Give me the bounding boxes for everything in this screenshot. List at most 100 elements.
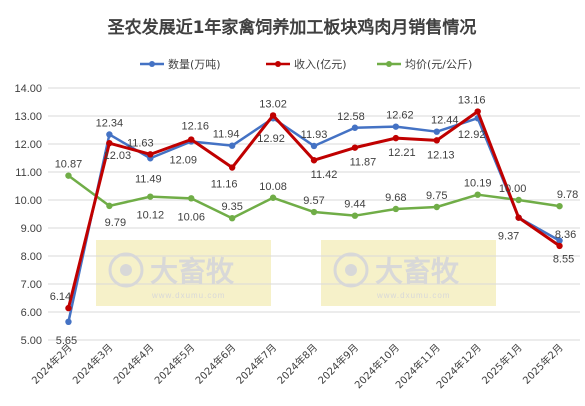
y-tick-label: 5.00 <box>21 335 42 347</box>
data-label: 11.42 <box>311 169 338 181</box>
data-label: 11.16 <box>211 179 238 191</box>
data-label: 11.94 <box>213 129 240 141</box>
legend-marker <box>275 61 281 67</box>
data-point <box>228 142 236 149</box>
data-label: 5.65 <box>56 335 77 347</box>
x-tick-label: 2024年6月 <box>192 341 238 387</box>
x-tick-label: 2024年7月 <box>233 341 279 387</box>
data-label: 12.92 <box>257 133 285 145</box>
legend-label: 均价(元/公斤) <box>405 58 472 71</box>
grid <box>48 87 580 341</box>
y-tick-label: 6.00 <box>21 307 42 319</box>
watermark-sub-right: www.dxumu.com <box>376 291 450 300</box>
watermark-right: 大畜牧 www.dxumu.com <box>321 240 496 306</box>
data-point <box>515 214 522 221</box>
y-tick-label: 8.00 <box>21 251 42 263</box>
x-tick-label: 2024年9月 <box>315 341 361 387</box>
data-label: 9.35 <box>221 201 242 213</box>
series-layer <box>65 108 563 325</box>
data-label: 10.00 <box>499 183 527 195</box>
data-point <box>515 196 522 204</box>
data-label: 9.79 <box>105 217 126 229</box>
data-point <box>392 205 400 213</box>
y-axis: 5.00 6.00 7.00 8.00 9.00 10.00 11.00 12.00 13.00… <box>14 83 42 347</box>
data-point <box>228 215 236 222</box>
data-point <box>474 191 481 198</box>
data-point <box>392 134 400 142</box>
watermark-left: 大畜牧 www.dxumu.com <box>96 240 271 306</box>
data-label: 12.21 <box>388 147 416 159</box>
data-label: 10.06 <box>177 211 205 223</box>
x-tick-label: 2024年2月 <box>29 341 75 387</box>
data-label: 11.93 <box>301 129 328 141</box>
data-label: 12.92 <box>458 129 486 141</box>
y-tick-label: 13.00 <box>14 111 42 123</box>
data-point <box>147 151 154 158</box>
legend-item: 均价(元/公斤) <box>377 58 472 71</box>
data-label: 12.16 <box>181 121 209 133</box>
data-point <box>228 164 236 171</box>
data-label: 9.44 <box>344 199 365 211</box>
data-label: 9.57 <box>303 195 324 207</box>
data-point <box>188 136 195 143</box>
data-label: 11.87 <box>350 157 377 169</box>
y-tick-label: 12.00 <box>14 139 42 151</box>
eye-logo-icon <box>108 252 144 288</box>
data-point <box>433 137 440 144</box>
data-label: 11.49 <box>135 173 162 185</box>
data-point <box>106 139 113 147</box>
data-labels: 5.65 12.34 11.49 12.09 11.94 12.92 11.93 12.58 1… <box>50 95 578 347</box>
x-tick-label: 2024年3月 <box>70 341 116 387</box>
watermark-text-left: 大畜牧 <box>150 255 235 288</box>
legend-item: 收入(亿元) <box>266 57 347 71</box>
data-label: 8.36 <box>555 229 576 241</box>
data-point <box>310 142 318 150</box>
data-label: 10.87 <box>55 159 83 171</box>
data-label: 12.62 <box>386 110 414 122</box>
data-label: 10.08 <box>259 181 287 193</box>
data-point <box>310 208 318 216</box>
y-tick-label: 14.00 <box>14 83 42 95</box>
data-point <box>269 112 277 119</box>
data-label: 12.44 <box>431 115 459 127</box>
data-label: 6.14 <box>50 291 71 303</box>
data-label: 13.02 <box>259 98 287 110</box>
legend-marker <box>386 61 392 67</box>
data-label: 13.16 <box>458 95 486 107</box>
data-point <box>474 108 481 115</box>
data-point <box>310 157 318 164</box>
data-point <box>556 237 563 244</box>
data-label: 12.03 <box>104 150 132 162</box>
chart-title: 圣农发展近1年家禽饲养加工板块鸡肉月销售情况 <box>108 17 477 38</box>
data-label: 9.68 <box>385 192 406 204</box>
data-label: 8.55 <box>553 254 574 266</box>
data-label: 12.09 <box>169 154 197 166</box>
data-label: 11.63 <box>127 137 154 149</box>
data-label: 10.19 <box>464 178 492 190</box>
x-tick-label: 2024年4月 <box>111 341 157 387</box>
data-point <box>106 202 113 210</box>
data-point <box>351 212 359 219</box>
x-tick-label: 2025年1月 <box>479 341 525 387</box>
watermarks: 大畜牧 www.dxumu.com 大畜牧 www.dxumu.com <box>96 240 496 306</box>
legend-item: 数量(万吨) <box>140 58 221 71</box>
legend-label: 收入(亿元) <box>294 57 347 71</box>
data-point <box>106 131 113 138</box>
watermark-sub-left: www.dxumu.com <box>151 291 225 300</box>
data-label: 9.75 <box>426 190 447 202</box>
data-point <box>147 193 154 200</box>
x-tick-label: 2024年8月 <box>274 341 320 387</box>
data-point <box>392 123 400 130</box>
data-label: 12.34 <box>96 117 124 129</box>
data-label: 12.58 <box>337 111 365 123</box>
data-point <box>65 318 72 325</box>
data-label: 9.78 <box>557 189 578 201</box>
x-tick-label: 2024年5月 <box>152 341 198 387</box>
data-point <box>351 124 359 131</box>
y-tick-label: 7.00 <box>21 279 42 291</box>
data-label: 12.13 <box>427 149 455 161</box>
data-point <box>65 304 72 312</box>
data-point <box>433 203 440 211</box>
data-point <box>556 202 563 210</box>
